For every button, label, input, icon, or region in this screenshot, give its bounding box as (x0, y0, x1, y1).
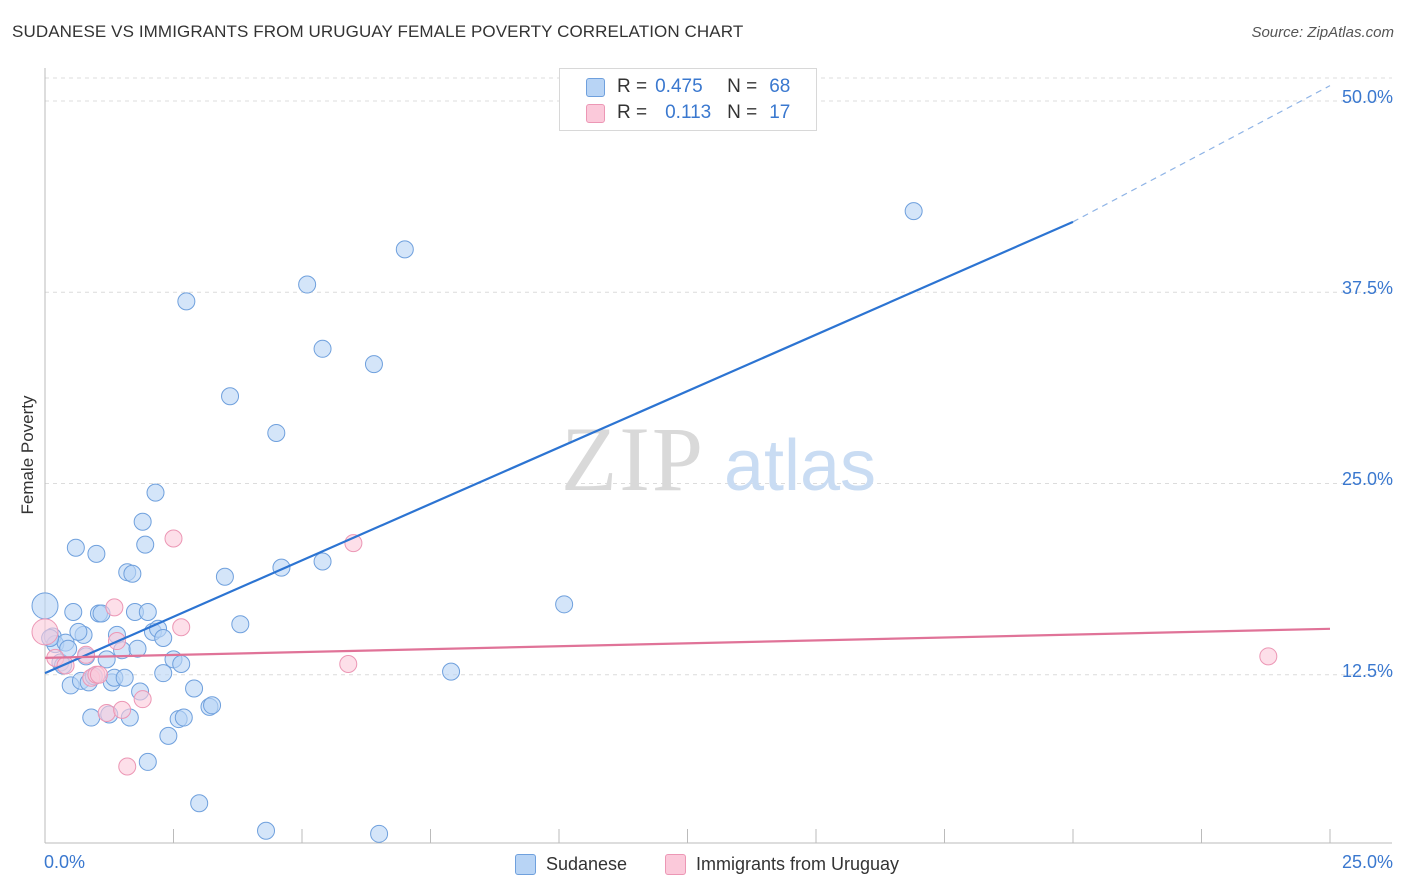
y-tick-label: 25.0% (1341, 469, 1393, 489)
sudanese-point (364, 355, 383, 374)
legend-row-sudanese: R = 0.475 N = 68 (586, 75, 790, 99)
legend-r-value: 0.113 (665, 102, 712, 123)
uruguay-point (105, 598, 124, 617)
legend-n-value: 17 (769, 102, 791, 123)
sudanese-point (154, 628, 173, 647)
sudanese-point (267, 423, 286, 442)
y-tick-label: 37.5% (1341, 278, 1393, 298)
sudanese-point (128, 639, 147, 658)
legend-row-uruguay: R = 0.113 N = 17 (586, 101, 790, 125)
sudanese-point (203, 696, 222, 715)
bottom-legend-label-sudanese: Sudanese (546, 853, 628, 874)
bottom-legend-swatch-sudanese (515, 853, 536, 875)
sudanese-point (31, 592, 59, 620)
y-tick-label: 12.5% (1341, 661, 1393, 681)
uruguay-point (118, 757, 137, 776)
legend-swatch-sudanese (586, 77, 605, 97)
uruguay-point (31, 618, 59, 646)
sudanese-point (138, 602, 157, 621)
x-tick-label-max: 25.0% (1341, 852, 1393, 872)
sudanese-point (370, 824, 389, 843)
sudanese-point (442, 662, 461, 681)
sudanese-point (313, 552, 332, 571)
sudanese-point (555, 595, 574, 614)
sudanese-point (136, 535, 155, 554)
sudanese-point (215, 567, 234, 586)
sudanese-point (87, 544, 106, 563)
uruguay-point (97, 703, 116, 722)
bottom-legend-uruguay: Immigrants from Uruguay (665, 852, 899, 876)
bottom-legend-swatch-uruguay (665, 853, 686, 875)
series-uruguay-points (31, 529, 1278, 776)
legend-n-value: 68 (769, 76, 791, 97)
sudanese-point (231, 615, 250, 634)
legend-r-label: R = (617, 76, 648, 97)
uruguay-point (339, 654, 358, 673)
y-tick-label: 50.0% (1341, 87, 1393, 107)
source-label: Source: ZipAtlas.com (1251, 24, 1394, 41)
bottom-legend-sudanese: Sudanese (515, 852, 627, 876)
chart-title: SUDANESE VS IMMIGRANTS FROM URUGUAY FEMA… (12, 22, 744, 41)
sudanese-point (395, 240, 414, 259)
sudanese-point (221, 387, 240, 406)
sudanese-point (257, 821, 276, 840)
uruguay-point (1259, 647, 1278, 666)
sudanese-point (97, 650, 116, 669)
sudanese-point (298, 275, 317, 294)
sudanese-point (190, 794, 209, 813)
sudanese-point (133, 512, 152, 531)
axes (44, 68, 1392, 844)
sudanese-point (123, 564, 142, 583)
sudanese-trendline-extension (1072, 85, 1331, 223)
series-sudanese-points (31, 202, 923, 843)
sudanese-trendline (44, 220, 1074, 675)
sudanese-point (185, 679, 204, 698)
sudanese-point (66, 538, 85, 557)
uruguay-point (56, 656, 75, 675)
x-tick-label-min: 0.0% (44, 852, 86, 872)
correlation-legend: R = 0.475 N = 68 R = 0.113 N = 17 (559, 68, 817, 131)
legend-r-label: R = (617, 102, 648, 123)
uruguay-point (164, 529, 183, 548)
legend-n-label: N = (727, 102, 758, 123)
trendlines (44, 85, 1331, 675)
sudanese-point (138, 752, 157, 771)
uruguay-point (113, 700, 132, 719)
bottom-legend-label-uruguay: Immigrants from Uruguay (696, 853, 900, 874)
sudanese-point (159, 726, 178, 745)
watermark-zip: ZIP (561, 408, 705, 510)
y-axis-label: Female Poverty (18, 395, 37, 515)
sudanese-point (154, 664, 173, 683)
watermark-atlas: atlas (724, 426, 876, 506)
uruguay-trendline (44, 627, 1331, 659)
sudanese-point (146, 483, 165, 502)
sudanese-point (177, 292, 196, 311)
sudanese-point (69, 622, 88, 641)
sudanese-point (64, 602, 83, 621)
uruguay-point (172, 618, 191, 637)
uruguay-point (89, 665, 108, 684)
sudanese-point (115, 668, 134, 687)
uruguay-point (133, 690, 152, 709)
sudanese-point (82, 708, 101, 727)
sudanese-point (313, 339, 332, 358)
sudanese-point (174, 708, 193, 727)
legend-r-value: 0.475 (655, 76, 703, 97)
legend-n-label: N = (727, 76, 758, 97)
sudanese-point (172, 654, 191, 673)
sudanese-point (904, 202, 923, 221)
legend-swatch-uruguay (586, 103, 605, 123)
